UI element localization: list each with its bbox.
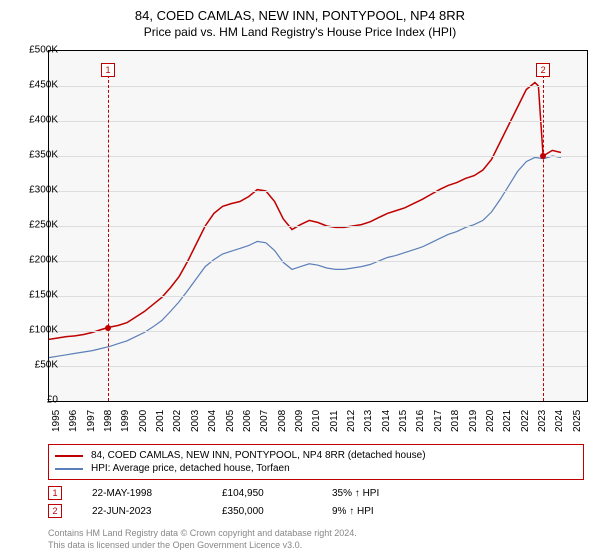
x-tick-label: 2023 bbox=[537, 410, 548, 432]
x-tick-label: 2022 bbox=[520, 410, 531, 432]
gridline bbox=[49, 121, 587, 122]
sale-price: £350,000 bbox=[222, 506, 302, 517]
legend-item: HPI: Average price, detached house, Torf… bbox=[55, 462, 577, 475]
x-tick-label: 2009 bbox=[294, 410, 305, 432]
legend-label: 84, COED CAMLAS, NEW INN, PONTYPOOL, NP4… bbox=[91, 450, 426, 461]
y-tick-label: £500K bbox=[13, 45, 58, 56]
x-tick-label: 2000 bbox=[138, 410, 149, 432]
x-tick-label: 1996 bbox=[68, 410, 79, 432]
sale-row: 1 22-MAY-1998 £104,950 35% ↑ HPI bbox=[48, 486, 379, 500]
x-tick-label: 2011 bbox=[329, 410, 340, 432]
x-tick-label: 2014 bbox=[381, 410, 392, 432]
x-tick-label: 2019 bbox=[468, 410, 479, 432]
legend-label: HPI: Average price, detached house, Torf… bbox=[91, 463, 290, 474]
series-line bbox=[49, 156, 561, 358]
legend-swatch bbox=[55, 455, 83, 457]
sale-marker-label: 2 bbox=[536, 63, 550, 77]
y-tick-label: £250K bbox=[13, 220, 58, 231]
x-tick-label: 2002 bbox=[172, 410, 183, 432]
gridline bbox=[49, 86, 587, 87]
y-tick-label: £450K bbox=[13, 80, 58, 91]
sale-marker-dot bbox=[540, 153, 546, 159]
x-tick-label: 1998 bbox=[103, 410, 114, 432]
license-line2: This data is licensed under the Open Gov… bbox=[48, 540, 302, 550]
gridline bbox=[49, 366, 587, 367]
x-tick-label: 2015 bbox=[398, 410, 409, 432]
y-tick-label: £50K bbox=[13, 360, 58, 371]
x-tick-label: 2013 bbox=[363, 410, 374, 432]
y-tick-label: £100K bbox=[13, 325, 58, 336]
x-tick-label: 2020 bbox=[485, 410, 496, 432]
gridline bbox=[49, 191, 587, 192]
sale-date: 22-JUN-2023 bbox=[92, 506, 192, 517]
x-tick-label: 2006 bbox=[242, 410, 253, 432]
x-tick-label: 2010 bbox=[311, 410, 322, 432]
gridline bbox=[49, 156, 587, 157]
x-tick-label: 2007 bbox=[259, 410, 270, 432]
chart-title: 84, COED CAMLAS, NEW INN, PONTYPOOL, NP4… bbox=[0, 0, 600, 23]
gridline bbox=[49, 261, 587, 262]
marker-vline bbox=[108, 75, 109, 401]
y-tick-label: £150K bbox=[13, 290, 58, 301]
gridline bbox=[49, 226, 587, 227]
chart-subtitle: Price paid vs. HM Land Registry's House … bbox=[0, 23, 600, 39]
sale-row-marker: 2 bbox=[48, 504, 62, 518]
chart-plot-area: 12 bbox=[48, 50, 588, 402]
x-tick-label: 2001 bbox=[155, 410, 166, 432]
sale-date: 22-MAY-1998 bbox=[92, 488, 192, 499]
x-tick-label: 1999 bbox=[120, 410, 131, 432]
x-tick-label: 2012 bbox=[346, 410, 357, 432]
x-tick-label: 1997 bbox=[86, 410, 97, 432]
y-tick-label: £0 bbox=[13, 395, 58, 406]
sale-marker-dot bbox=[105, 325, 111, 331]
x-tick-label: 2003 bbox=[190, 410, 201, 432]
gridline bbox=[49, 331, 587, 332]
x-tick-label: 2017 bbox=[433, 410, 444, 432]
license-line1: Contains HM Land Registry data © Crown c… bbox=[48, 528, 357, 538]
y-tick-label: £400K bbox=[13, 115, 58, 126]
sale-row: 2 22-JUN-2023 £350,000 9% ↑ HPI bbox=[48, 504, 374, 518]
marker-vline bbox=[543, 75, 544, 401]
x-tick-label: 2016 bbox=[415, 410, 426, 432]
y-tick-label: £200K bbox=[13, 255, 58, 266]
sale-marker-label: 1 bbox=[101, 63, 115, 77]
sale-row-marker: 1 bbox=[48, 486, 62, 500]
sale-delta: 9% ↑ HPI bbox=[332, 506, 374, 517]
chart-container: 84, COED CAMLAS, NEW INN, PONTYPOOL, NP4… bbox=[0, 0, 600, 560]
x-tick-label: 2004 bbox=[207, 410, 218, 432]
x-tick-label: 2021 bbox=[502, 410, 513, 432]
x-tick-label: 2024 bbox=[554, 410, 565, 432]
y-tick-label: £350K bbox=[13, 150, 58, 161]
x-tick-label: 2025 bbox=[572, 410, 583, 432]
x-tick-label: 2018 bbox=[450, 410, 461, 432]
x-tick-label: 2008 bbox=[277, 410, 288, 432]
legend-item: 84, COED CAMLAS, NEW INN, PONTYPOOL, NP4… bbox=[55, 449, 577, 462]
sale-delta: 35% ↑ HPI bbox=[332, 488, 379, 499]
gridline bbox=[49, 296, 587, 297]
license-text: Contains HM Land Registry data © Crown c… bbox=[48, 528, 357, 551]
y-tick-label: £300K bbox=[13, 185, 58, 196]
legend-swatch bbox=[55, 468, 83, 470]
x-tick-label: 2005 bbox=[225, 410, 236, 432]
sale-price: £104,950 bbox=[222, 488, 302, 499]
legend: 84, COED CAMLAS, NEW INN, PONTYPOOL, NP4… bbox=[48, 444, 584, 480]
x-tick-label: 1995 bbox=[51, 410, 62, 432]
